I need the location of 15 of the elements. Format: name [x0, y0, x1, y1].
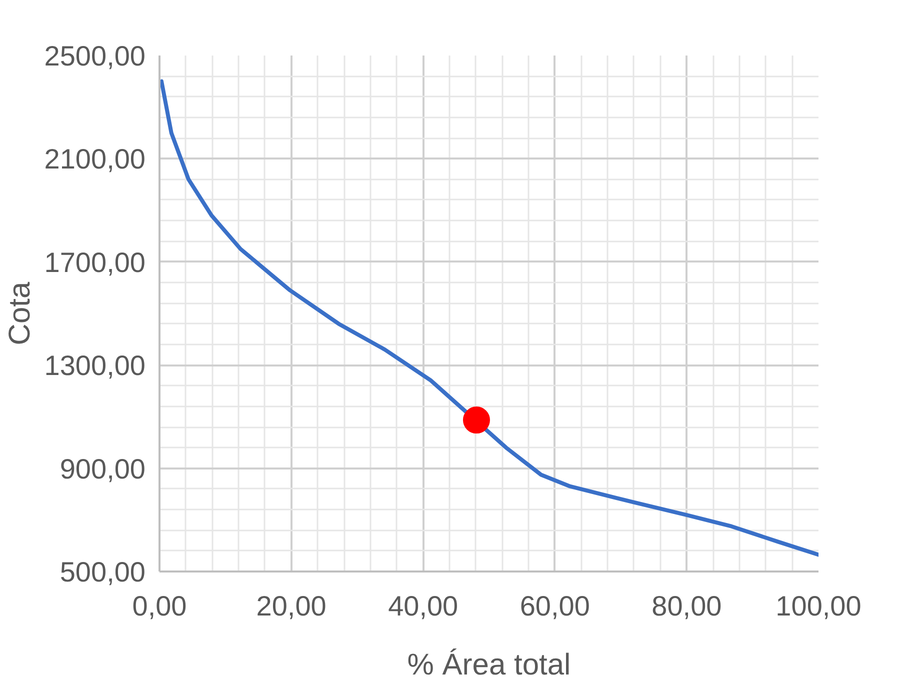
line-series [160, 79, 818, 557]
x-tick-label: 60,00 [520, 590, 590, 622]
x-axis-title: % Área total [407, 648, 571, 682]
x-tick-label: 100,00 [776, 590, 862, 622]
y-tick-label: 1700,00 [44, 246, 146, 278]
x-tick-label: 20,00 [256, 590, 326, 622]
x-tick-label: 40,00 [388, 590, 458, 622]
y-axis-title: Cota [3, 282, 36, 346]
x-tick-label: 0,00 [132, 590, 187, 622]
y-tick-label: 2500,00 [44, 40, 146, 72]
y-tick-label: 500,00 [60, 556, 146, 588]
y-tick-label: 1300,00 [44, 350, 146, 382]
y-tick-label: 900,00 [60, 453, 146, 484]
x-tick-label: 80,00 [652, 590, 722, 622]
y-tick-label: 2100,00 [44, 144, 146, 175]
